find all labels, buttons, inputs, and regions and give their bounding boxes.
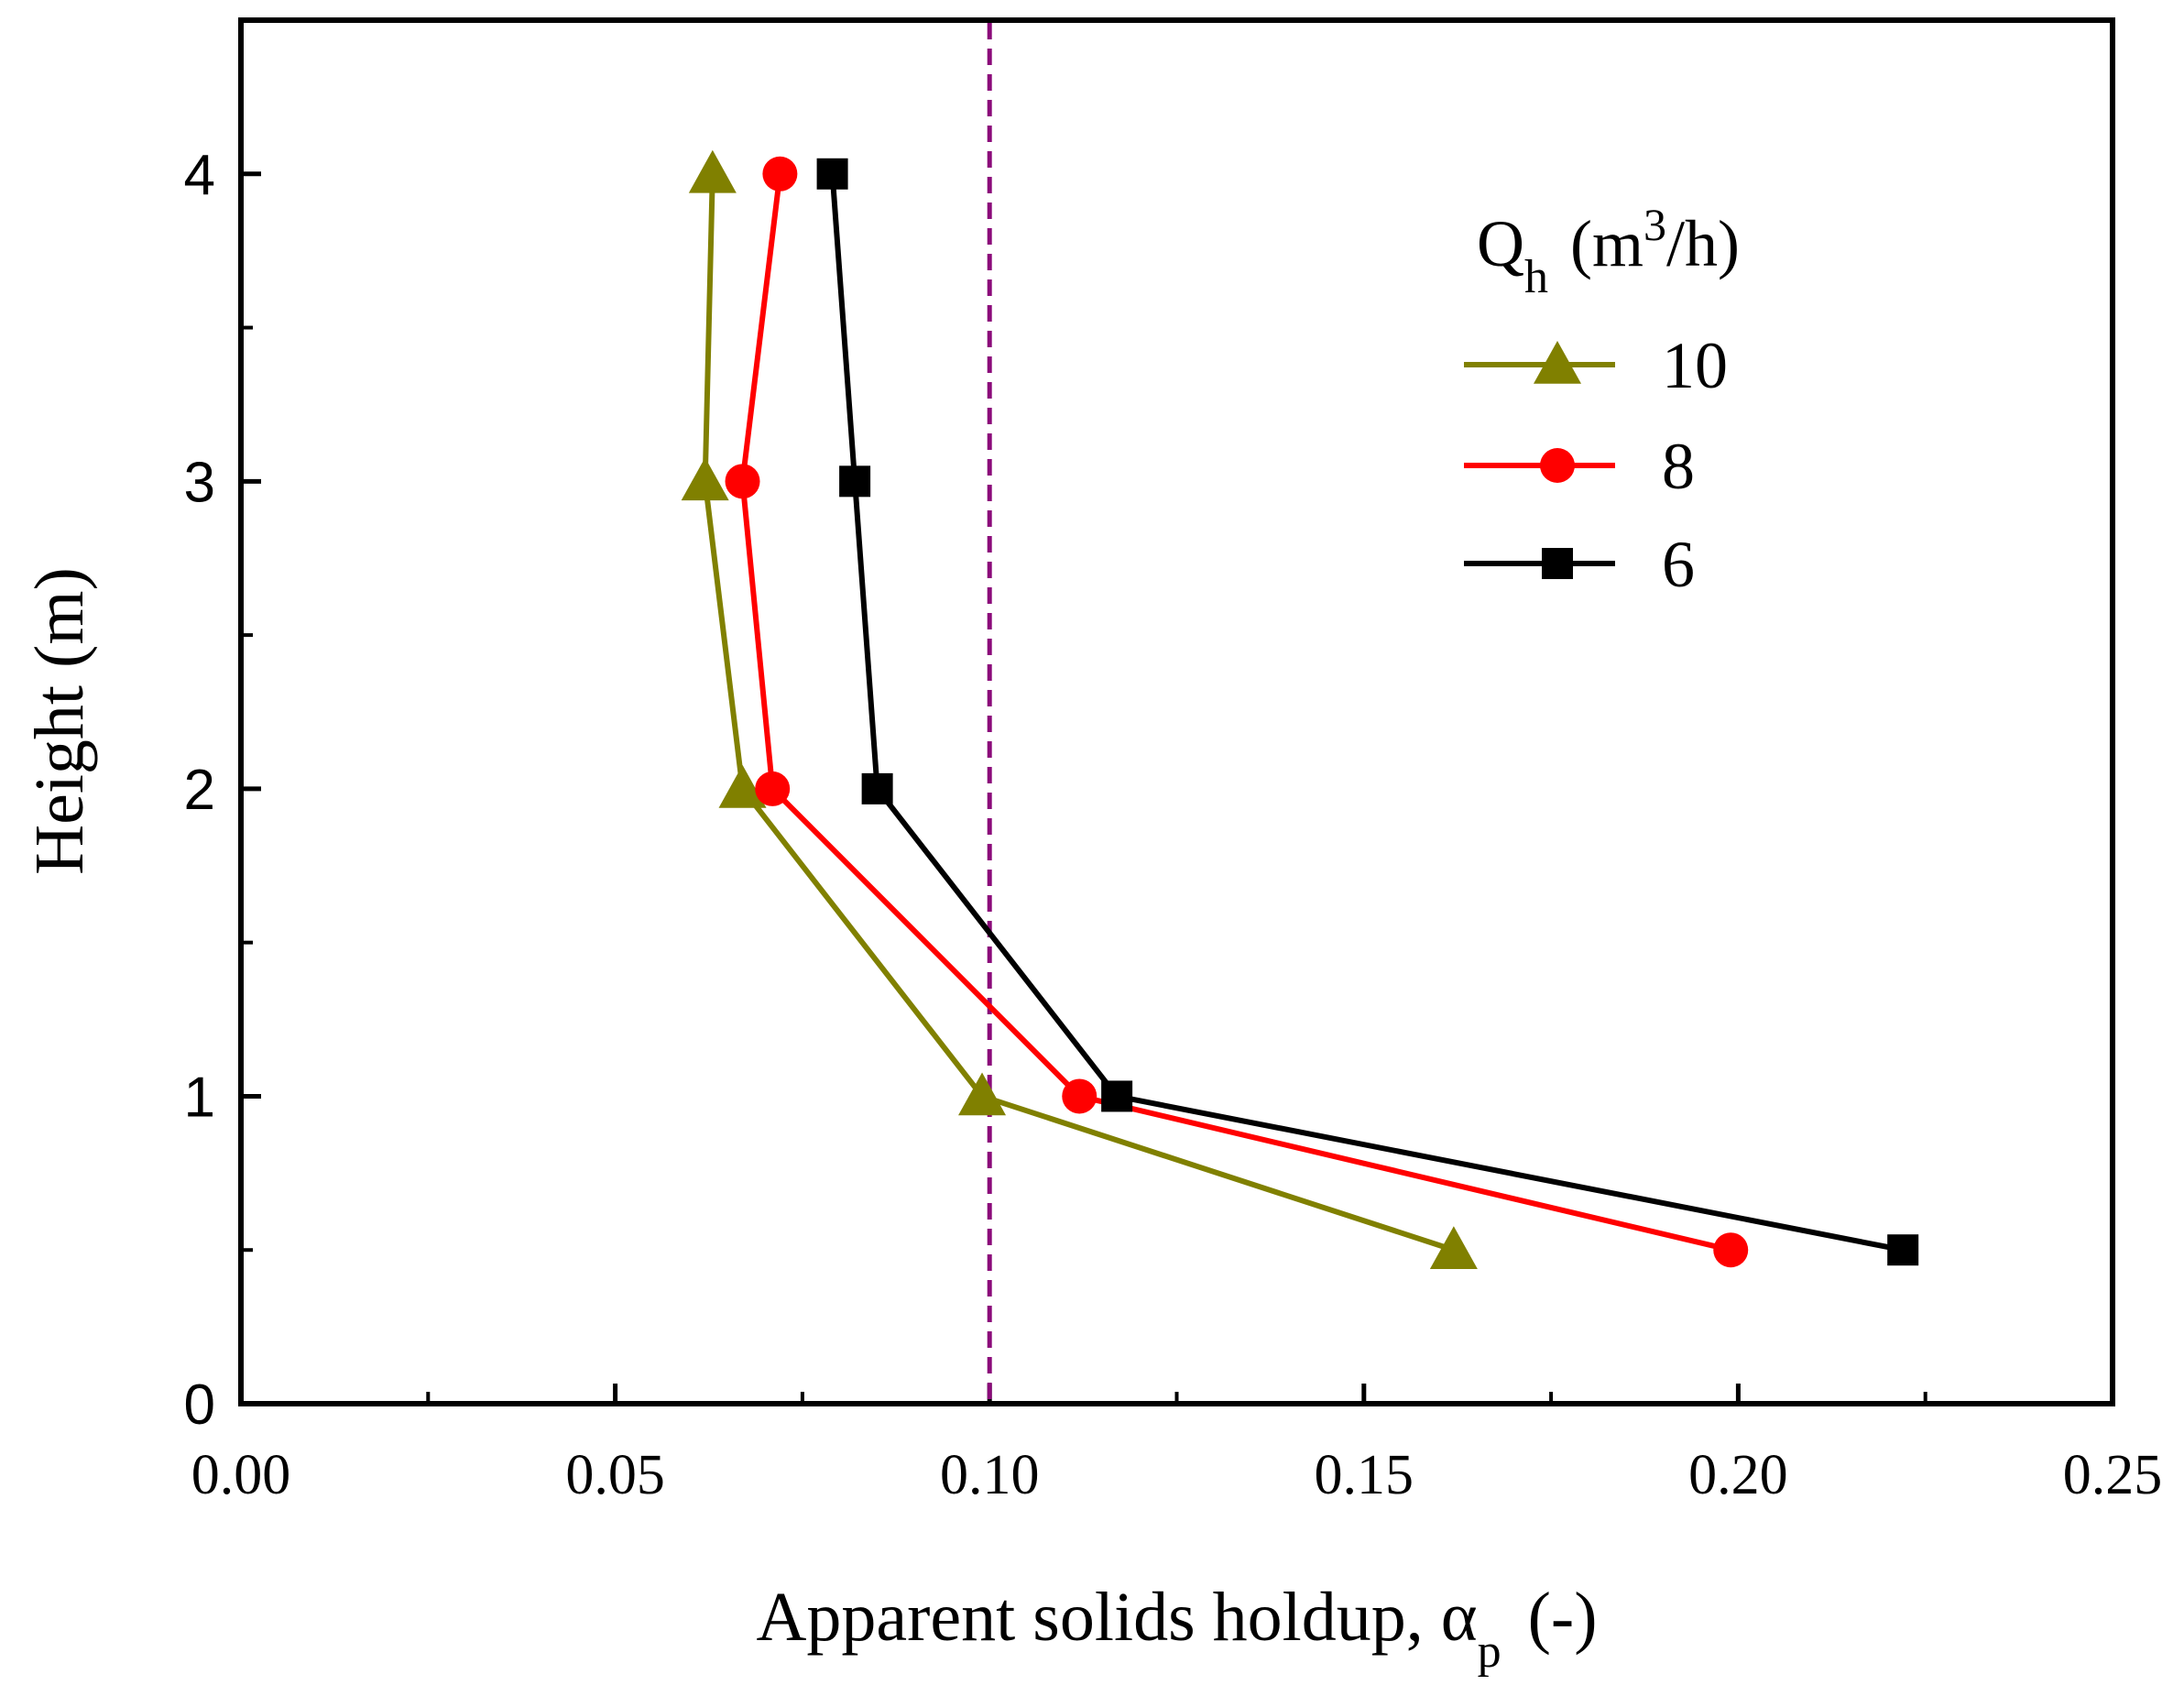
- data-point-6: [861, 772, 893, 804]
- y-tick-label: 3: [184, 451, 215, 514]
- legend-marker-10: [1534, 341, 1581, 384]
- plot-frame: [238, 17, 2115, 1406]
- data-point-10: [1429, 1226, 1478, 1270]
- series-line-8: [739, 173, 1731, 1253]
- legend-marker-8: [1540, 448, 1575, 483]
- series-line-6: [829, 173, 1904, 1253]
- data-point-8: [762, 156, 798, 191]
- data-point-6: [1101, 1080, 1133, 1112]
- legend-entries: 10 8 6: [1464, 329, 1728, 601]
- y-tick-label: 0: [184, 1373, 215, 1437]
- data-point-6: [816, 158, 848, 190]
- x-tick-label: 0.10: [940, 1444, 1040, 1506]
- legend-label-10: 10: [1662, 329, 1728, 402]
- data-point-8: [725, 464, 760, 499]
- legend-marker-6: [1542, 548, 1573, 579]
- data-point-6: [1887, 1234, 1919, 1266]
- x-tick-label: 0.20: [1688, 1444, 1788, 1506]
- data-point-10: [688, 149, 737, 193]
- x-axis-title: Apparent solids holdup, αp (-): [756, 1579, 1597, 1678]
- data-point-8: [1062, 1078, 1097, 1114]
- data-point-6: [839, 465, 871, 498]
- x-tick-label: 0.15: [1315, 1444, 1414, 1506]
- data-point-10: [718, 764, 767, 808]
- axes-layer: 0.00 0.05 0.10 0.15 0.20 0.25 0 1 2 3 4: [184, 144, 2163, 1506]
- series-6: [816, 158, 1919, 1266]
- series-10: [681, 149, 1478, 1270]
- y-tick-label: 1: [184, 1066, 215, 1129]
- y-tick-label: 2: [184, 759, 215, 822]
- legend: Qh (m3/h) 10 8 6: [1464, 199, 1740, 601]
- legend-entry-6: 6: [1464, 528, 1695, 601]
- legend-entry-8: 8: [1464, 430, 1695, 503]
- series-8: [725, 156, 1749, 1268]
- data-point-10: [681, 457, 729, 501]
- y-tick-label: 4: [184, 144, 215, 207]
- data-point-10: [958, 1072, 1007, 1116]
- x-tick-label: 0.00: [191, 1444, 291, 1506]
- series-layer: [681, 149, 1919, 1270]
- legend-label-8: 8: [1662, 430, 1695, 503]
- data-point-8: [755, 771, 791, 806]
- legend-title: Qh (m3/h): [1477, 199, 1740, 303]
- legend-entry-10: 10: [1464, 329, 1728, 402]
- x-tick-label: 0.25: [2063, 1444, 2163, 1506]
- x-tick-label: 0.05: [565, 1444, 665, 1506]
- legend-label-6: 6: [1662, 528, 1695, 601]
- data-point-8: [1713, 1232, 1749, 1268]
- y-axis-title: Height (m): [21, 567, 98, 875]
